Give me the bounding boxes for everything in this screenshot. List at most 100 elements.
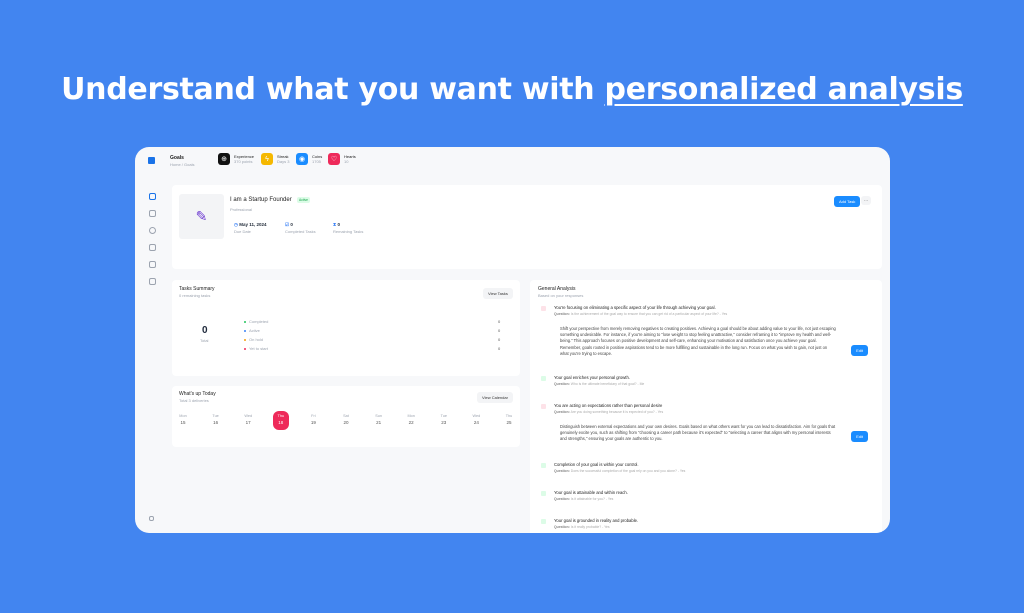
calendar-day[interactable]: Mon 22 xyxy=(403,414,419,425)
more-options-button[interactable]: ··· xyxy=(861,196,871,205)
check-icon xyxy=(541,491,546,496)
legend-yet-to-start: Yet to start xyxy=(244,346,268,351)
calendar-day[interactable]: Fri 19 xyxy=(305,414,321,425)
tasks-summary-card: Tasks Summary 0 remaining tasks View Tas… xyxy=(172,280,520,376)
stat-streak: ϟ Streak Days 3 xyxy=(261,153,289,165)
view-tasks-button[interactable]: View Tasks xyxy=(483,288,513,299)
day-number: 24 xyxy=(473,420,479,425)
count-completed: 0 xyxy=(498,319,501,324)
analysis-heading: Completion of your goal is within your c… xyxy=(554,462,639,467)
analysis-question: Question: Is it really probable? - Yes xyxy=(554,525,610,529)
check-icon xyxy=(541,376,546,381)
calendar-day[interactable]: Sun 21 xyxy=(371,414,387,425)
remaining-tasks: ⧗ 0 xyxy=(333,222,340,227)
day-number: 25 xyxy=(506,420,512,425)
analysis-item: Completion of your goal is within your c… xyxy=(538,462,874,473)
breadcrumb[interactable]: Home / Goals xyxy=(170,162,195,167)
stat-coins: ◉ Coins 1705 xyxy=(296,153,322,165)
calendar-day[interactable]: Tue 16 xyxy=(208,414,224,425)
tasks-total: 0 xyxy=(202,325,208,336)
stat-experience: ⊕ Experience 370 points xyxy=(218,153,254,165)
today-title: What's up Today xyxy=(179,391,216,397)
day-name: Sat xyxy=(343,414,349,418)
whats-up-today-card: What's up Today Total 3 deliveries View … xyxy=(172,386,520,447)
analysis-advice: Shift your perspective from merely remov… xyxy=(560,326,836,356)
check-icon xyxy=(541,519,546,524)
app-logo-icon[interactable] xyxy=(148,157,155,164)
calendar-day[interactable]: Thu 25 xyxy=(501,414,517,425)
calendar-day[interactable]: Wed 24 xyxy=(468,414,484,425)
add-task-button[interactable]: Add Task xyxy=(834,196,861,207)
tasks-summary-title: Tasks Summary xyxy=(179,286,215,292)
day-number: 22 xyxy=(408,420,414,425)
hero-title-highlight: personalized analysis xyxy=(604,72,964,107)
analysis-question: Question: Is it attainable for you? - Ye… xyxy=(554,497,614,501)
day-name: Mon xyxy=(179,414,187,418)
sidebar-expand-icon[interactable] xyxy=(149,516,154,521)
analysis-heading: Your goal is grounded in reality and pro… xyxy=(554,518,639,523)
experience-icon: ⊕ xyxy=(218,153,230,165)
edit-button[interactable]: Edit xyxy=(851,431,868,442)
count-on-hold: 0 xyxy=(498,337,501,342)
sidebar-folder-icon[interactable] xyxy=(149,261,156,268)
analysis-question: Question: Is the achievement of the goal… xyxy=(554,312,728,316)
warning-icon xyxy=(541,404,546,409)
day-name: Wed xyxy=(244,414,253,418)
day-name: Thu xyxy=(505,414,513,418)
analysis-question: Question: Does the successful completion… xyxy=(554,469,686,473)
remaining-tasks-label: Remaining Tasks xyxy=(333,229,364,234)
warning-icon xyxy=(541,306,546,311)
day-name: Mon xyxy=(407,414,415,418)
day-name: Sun xyxy=(375,414,382,418)
sidebar-calendar-icon[interactable] xyxy=(149,244,156,251)
day-number: 16 xyxy=(213,420,219,425)
completed-tasks: ☑ 0 xyxy=(285,222,293,227)
sidebar-book-icon[interactable] xyxy=(149,210,156,217)
sidebar-chart-icon[interactable] xyxy=(149,278,156,285)
coin-icon: ◉ xyxy=(296,153,308,165)
check-icon xyxy=(541,463,546,468)
day-number: 19 xyxy=(310,420,316,425)
sidebar-check-icon[interactable] xyxy=(149,227,156,234)
day-name: Thu xyxy=(277,414,285,418)
calendar-day[interactable]: Tue 23 xyxy=(436,414,452,425)
check-icon: ☑ xyxy=(285,222,290,227)
day-number: 23 xyxy=(441,420,447,425)
completed-tasks-label: Completed Tasks xyxy=(285,229,316,234)
status-badge: Active xyxy=(297,197,310,203)
calendar-day[interactable]: Mon 15 xyxy=(175,414,191,425)
analysis-subtitle: Based on your responses xyxy=(538,293,584,298)
analysis-item: You're focusing on eliminating a specifi… xyxy=(538,305,874,357)
analysis-question: Question: Who is the ultimate beneficiar… xyxy=(554,382,645,386)
analysis-heading: You're focusing on eliminating a specifi… xyxy=(554,305,716,310)
calendar-day[interactable]: Sat 20 xyxy=(338,414,354,425)
analysis-advice: Distinguish between external expectation… xyxy=(560,424,836,442)
calendar-day[interactable]: Wed 17 xyxy=(240,414,256,425)
heart-icon: ♡ xyxy=(328,153,340,165)
count-yet-to-start: 0 xyxy=(498,346,501,351)
analysis-title: General Analysis xyxy=(538,286,576,292)
legend-active: Active xyxy=(244,328,260,333)
analysis-question: Question: Are you doing something becaus… xyxy=(554,410,664,414)
tasks-summary-subtitle: 0 remaining tasks xyxy=(179,293,211,298)
goal-title: I am a Startup Founder xyxy=(230,197,292,203)
lightning-icon: ϟ xyxy=(261,153,273,165)
general-analysis-card: General Analysis Based on your responses… xyxy=(530,280,882,533)
edit-button[interactable]: Edit xyxy=(851,345,868,356)
view-calendar-button[interactable]: View Calendar xyxy=(477,392,513,403)
analysis-heading: You are acting on expectations rather th… xyxy=(554,403,663,408)
day-name: Fri xyxy=(311,414,316,418)
sidebar-goals-icon[interactable] xyxy=(149,193,156,200)
hero-title: Understand what you want with personaliz… xyxy=(0,72,1024,107)
today-subtitle: Total 3 deliveries xyxy=(179,398,209,403)
day-name: Tue xyxy=(212,414,219,418)
hero-title-text: Understand what you want with xyxy=(61,72,595,107)
analysis-heading: Your goal enriches your personal growth. xyxy=(554,375,630,380)
calendar-day[interactable]: Thu 18 xyxy=(272,411,289,430)
analysis-item: Your goal is grounded in reality and pro… xyxy=(538,518,874,529)
app-window: Goals Home / Goals ⊕ Experience 370 points… xyxy=(135,147,890,533)
goal-illustration: ✎ xyxy=(179,194,224,239)
day-name: Wed xyxy=(472,414,481,418)
analysis-item: You are acting on expectations rather th… xyxy=(538,403,874,443)
day-name: Tue xyxy=(440,414,447,418)
